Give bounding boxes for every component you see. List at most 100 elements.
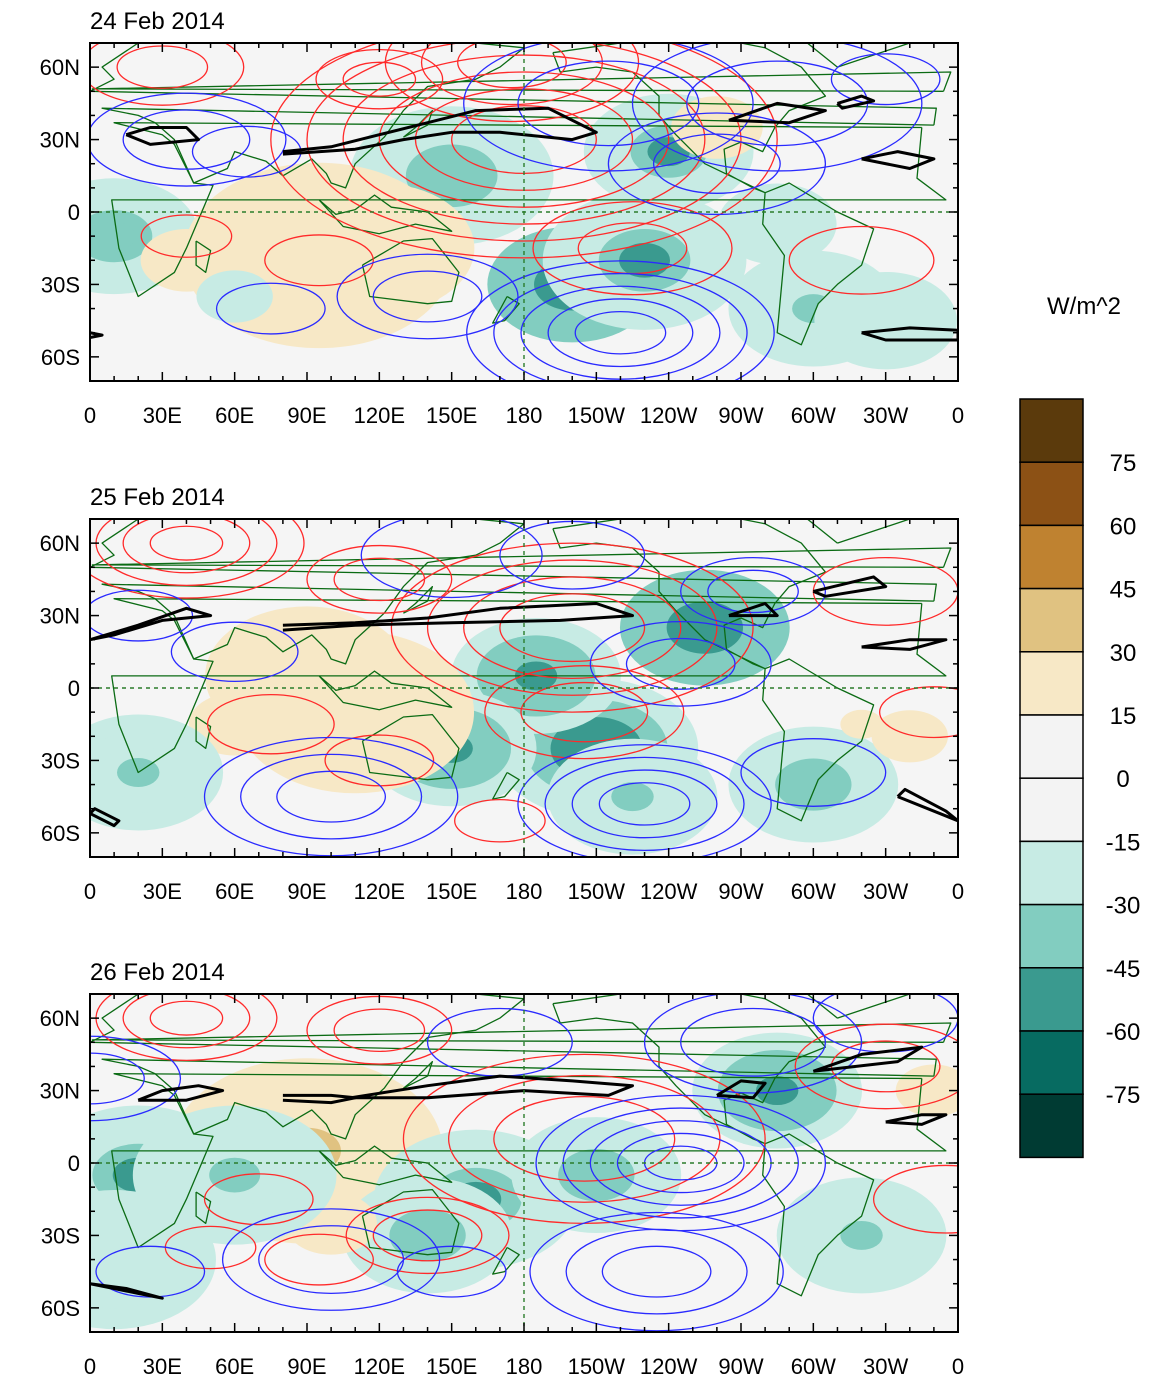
lon-label: 120W	[640, 403, 698, 428]
lon-label: 90W	[718, 1354, 763, 1379]
positive-contour	[454, 799, 546, 843]
lon-label: 90E	[287, 1354, 326, 1379]
lon-label: 30E	[143, 879, 182, 904]
olr-anomaly-shading	[92, 221, 136, 251]
negative-contour	[565, 1228, 748, 1315]
lon-label: 180	[506, 1354, 543, 1379]
negative-contour	[90, 1052, 145, 1105]
lon-label: 0	[952, 879, 964, 904]
colorbar-label: -75	[1106, 1082, 1141, 1109]
positive-contour	[149, 525, 224, 561]
positive-contour	[306, 43, 742, 242]
lon-label: 60W	[791, 879, 836, 904]
coastline	[806, 519, 911, 544]
coastline	[806, 994, 911, 1019]
positive-contour	[306, 544, 453, 614]
olr-anomaly-shading	[209, 706, 261, 742]
coastline	[762, 658, 875, 822]
colorbar-units: W/m^2	[1047, 293, 1121, 320]
positive-contour	[457, 43, 567, 89]
lat-label: 30S	[41, 748, 80, 773]
positive-contour	[532, 201, 733, 296]
olr-anomaly-shading	[888, 721, 931, 751]
colorbar-swatch	[1019, 967, 1084, 1032]
negative-contour	[122, 109, 251, 170]
panel-title: 26 Feb 2014	[90, 959, 225, 986]
olr-anomaly-shading	[912, 1076, 956, 1106]
olr-anomaly-shading	[213, 282, 256, 311]
coastline	[361, 1188, 460, 1256]
coastline	[90, 519, 937, 665]
jet-contour	[885, 1113, 948, 1126]
positive-contour	[122, 519, 251, 574]
coastline	[492, 1246, 520, 1275]
olr-anomaly-shading	[160, 242, 212, 278]
olr-anomaly-shading	[325, 691, 385, 733]
jet-contour	[282, 106, 598, 156]
colorbar-swatch	[1019, 903, 1084, 969]
coastline	[111, 1073, 947, 1249]
coastline	[111, 598, 947, 774]
colorbar-swatch	[1019, 777, 1084, 843]
map-panel-3: 26 Feb 2014 60N 30N 0 30S 60S 0 30E 60E 90E 120E 15…	[40, 959, 964, 1379]
olr-anomaly-shading	[345, 225, 414, 272]
coastline	[91, 1022, 952, 1043]
jet-contour	[90, 1282, 164, 1300]
olr-anomaly-shading	[209, 1157, 261, 1193]
jet-contour	[861, 638, 948, 651]
positive-contour	[90, 43, 245, 106]
olr-anomaly-shading	[406, 1220, 449, 1250]
coastline	[402, 585, 434, 614]
lon-label: 0	[952, 403, 964, 428]
positive-contour	[463, 576, 682, 679]
lat-label: 60S	[41, 345, 80, 370]
positive-contour	[426, 559, 718, 696]
jet-contour	[137, 1084, 225, 1102]
negative-contour	[396, 1245, 507, 1298]
colorbar-swatch	[1019, 398, 1084, 463]
lon-label: 30W	[863, 403, 908, 428]
negative-contour	[544, 756, 745, 852]
lon-label: 60E	[215, 403, 254, 428]
jet-contour	[812, 575, 888, 598]
lat-label: 60N	[40, 531, 80, 556]
negative-contour	[336, 253, 519, 340]
colorbar-label: 60	[1110, 513, 1137, 540]
negative-contour	[601, 1245, 712, 1298]
jet-contour	[728, 101, 827, 125]
lon-label: 180	[506, 403, 543, 428]
lat-label: 30S	[41, 272, 80, 297]
lon-label: 60E	[215, 879, 254, 904]
colorbar-swatch	[1019, 1093, 1084, 1159]
negative-contour	[90, 589, 194, 642]
jet-contour	[812, 1045, 924, 1073]
lat-label: 60S	[41, 1296, 80, 1321]
negative-contour	[466, 260, 775, 381]
lat-label: 0	[68, 200, 80, 225]
lon-label: 0	[84, 1354, 96, 1379]
panel-title: 25 Feb 2014	[90, 484, 225, 511]
positive-contour	[90, 519, 305, 599]
negative-contour	[517, 744, 772, 857]
lat-label: 30N	[40, 604, 80, 629]
olr-anomaly-shading	[426, 158, 478, 194]
jet-contour	[350, 1074, 634, 1100]
coastline	[91, 71, 952, 92]
positive-contour	[270, 43, 778, 259]
lon-label: 30E	[143, 1354, 182, 1379]
map-panel-2: 25 Feb 2014 60N 30N 0 30S 60S 0 30E 60E 90E 120E 15…	[40, 484, 964, 904]
coastline	[111, 122, 947, 298]
coastline	[552, 43, 827, 194]
lon-label: 150W	[568, 403, 626, 428]
positive-contour	[378, 71, 670, 208]
positive-contour	[149, 1000, 224, 1036]
positive-contour	[448, 1074, 721, 1203]
positive-contour	[264, 234, 374, 287]
negative-contour	[170, 621, 299, 683]
positive-contour	[342, 54, 706, 225]
jet-contour	[716, 1079, 767, 1100]
lon-label: 150W	[568, 1354, 626, 1379]
colorbar-label: -60	[1106, 1019, 1141, 1046]
olr-anomaly-shading	[90, 1242, 140, 1277]
